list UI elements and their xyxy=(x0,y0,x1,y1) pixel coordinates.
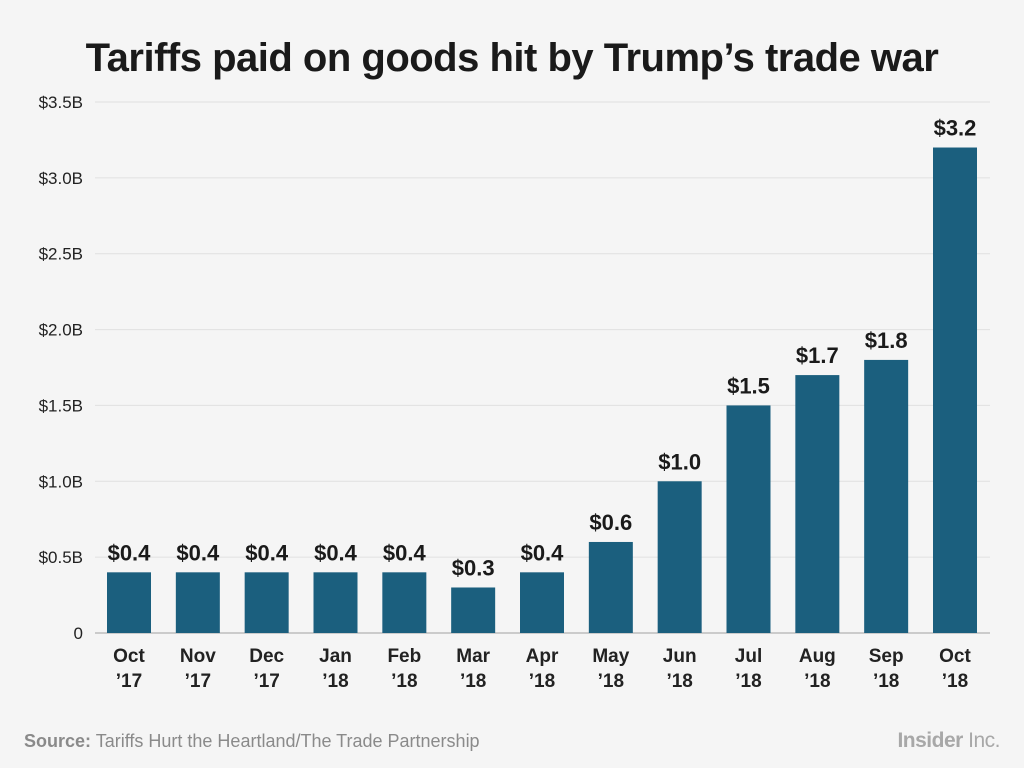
x-tick-label: Aug xyxy=(799,646,836,667)
x-tick-label-year: ’18 xyxy=(529,671,555,692)
x-tick-label: Oct xyxy=(939,646,971,667)
data-label: $1.8 xyxy=(865,328,908,353)
x-tick-label-year: ’18 xyxy=(804,671,830,692)
bar xyxy=(520,572,564,633)
bar xyxy=(726,405,771,633)
bars xyxy=(107,147,977,633)
bar xyxy=(657,481,702,633)
data-label: $1.5 xyxy=(727,373,770,398)
x-tick-label: Apr xyxy=(526,646,559,667)
x-tick-label-year: ’17 xyxy=(116,671,142,692)
bar xyxy=(175,572,220,633)
data-labels: $0.4 $0.4 $0.4 $0.4 $0.4 $0.3 $0.4 $0.6 $1.0 $1.5… xyxy=(108,116,977,581)
source-note: Source: Tariffs Hurt the Heartland/The T… xyxy=(24,731,480,752)
bar xyxy=(795,375,840,633)
data-label: $0.4 xyxy=(383,540,427,565)
data-label: $0.4 xyxy=(108,540,152,565)
x-tick-label-year: ’18 xyxy=(735,671,761,692)
y-tick-label: $3.5B xyxy=(39,93,83,112)
x-tick-label-year: ’18 xyxy=(460,671,486,692)
data-label: $1.0 xyxy=(658,449,701,474)
y-tick-label: 0 xyxy=(74,624,83,643)
data-label: $0.4 xyxy=(245,540,289,565)
y-tick-label: $2.5B xyxy=(39,245,83,264)
bar xyxy=(588,541,633,633)
x-tick-label-year: ’18 xyxy=(942,671,968,692)
x-tick-label: Sep xyxy=(869,646,904,667)
data-label: $0.4 xyxy=(314,540,358,565)
data-label: $0.3 xyxy=(452,555,495,580)
x-tick-label-year: ’18 xyxy=(598,671,624,692)
x-tick-label: Jan xyxy=(319,646,352,667)
insider-logo: Insider Inc. xyxy=(897,729,1000,753)
bar xyxy=(933,147,977,633)
y-tick-label: $1.0B xyxy=(39,472,83,491)
source-label: Source: xyxy=(24,731,92,751)
x-axis: Oct ’17 Nov ’17 Dec ’17 Jan ’18 Feb ’18 Mar ’18 Apr ’… xyxy=(113,646,971,692)
data-label: $0.4 xyxy=(176,540,220,565)
y-tick-label: $3.0B xyxy=(39,169,83,188)
x-tick-label: Feb xyxy=(387,646,421,667)
x-tick-label: Jul xyxy=(735,646,762,667)
data-label: $3.2 xyxy=(934,116,977,141)
bar xyxy=(313,572,358,633)
bar xyxy=(864,359,909,633)
x-tick-label-year: ’18 xyxy=(322,671,348,692)
x-tick-label-year: ’18 xyxy=(391,671,417,692)
x-tick-label-year: ’18 xyxy=(666,671,692,692)
bar xyxy=(107,572,151,633)
gridlines xyxy=(95,101,990,634)
x-tick-label-year: ’18 xyxy=(873,671,899,692)
logo-suffix: Inc. xyxy=(968,729,1000,752)
bar xyxy=(382,572,427,633)
bar xyxy=(244,572,289,633)
source-text: Tariffs Hurt the Heartland/The Trade Par… xyxy=(95,731,480,751)
data-label: $0.4 xyxy=(521,540,565,565)
y-tick-label: $1.5B xyxy=(39,396,83,415)
data-label: $0.6 xyxy=(589,510,632,535)
x-tick-label: Mar xyxy=(456,646,490,667)
y-tick-label: $0.5B xyxy=(39,548,83,567)
x-tick-label-year: ’17 xyxy=(253,671,279,692)
y-axis: 0 $0.5B $1.0B $1.5B $2.0B $2.5B $3.0B $3.5B xyxy=(39,93,83,643)
x-tick-label: Jun xyxy=(663,646,697,667)
bar xyxy=(451,587,496,633)
y-tick-label: $2.0B xyxy=(39,321,83,340)
chart-title: Tariffs paid on goods hit by Trump’s tra… xyxy=(85,36,939,80)
logo-brand: Insider xyxy=(897,729,963,752)
data-label: $1.7 xyxy=(796,343,839,368)
x-tick-label: Nov xyxy=(180,646,216,667)
x-tick-label: Oct xyxy=(113,646,145,667)
x-tick-label: Dec xyxy=(249,646,284,667)
x-tick-label: May xyxy=(592,646,629,667)
x-tick-label-year: ’17 xyxy=(185,671,211,692)
